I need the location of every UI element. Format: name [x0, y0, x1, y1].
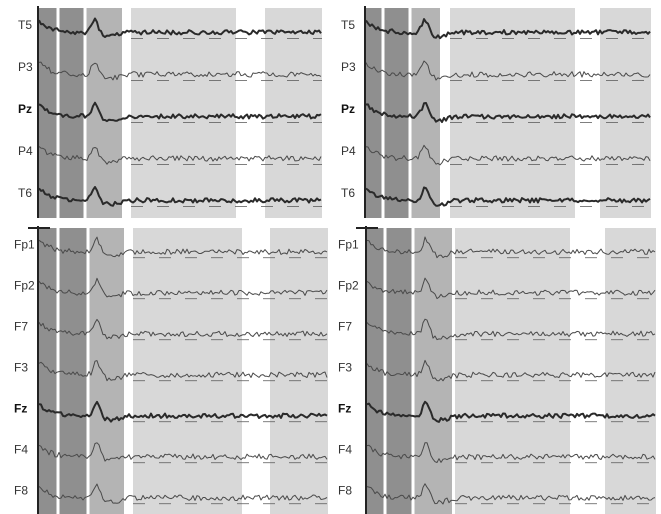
eeg-trace-fp2 [366, 277, 656, 300]
eeg-trace-t6 [365, 186, 651, 207]
band-light [605, 228, 656, 514]
channel-label-f7: F7 [14, 320, 28, 334]
channel-label-f7: F7 [338, 320, 352, 334]
channel-label-p4: P4 [18, 144, 33, 158]
eeg-trace-p4 [365, 144, 651, 166]
channel-label-fp1: Fp1 [338, 238, 359, 252]
channel-label-fz: Fz [14, 402, 27, 416]
eeg-trace-p4 [38, 146, 322, 165]
channel-label-f3: F3 [14, 361, 28, 375]
channel-label-p4: P4 [341, 144, 356, 158]
eeg-trace-t6 [38, 186, 322, 207]
eeg-trace-t5 [38, 17, 322, 38]
eeg-trace-f4 [38, 442, 328, 462]
eeg-trace-pz [38, 101, 322, 123]
eeg-trace-fp1 [38, 236, 328, 258]
channel-label-t6: T6 [341, 186, 355, 200]
band-light [265, 8, 322, 218]
channel-labels: T5 P3 Pz P4 T6 T5 P3 Pz P4 T6 Fp1 Fp2 F7 F3 Fz F4 F8 Fp1 F… [14, 18, 359, 498]
channel-label-t5: T5 [341, 18, 355, 32]
band-dark [383, 8, 410, 218]
baseline-dashes [131, 37, 656, 505]
band-mid [413, 228, 452, 514]
band-mid [88, 228, 124, 514]
band-mid [410, 8, 440, 218]
channel-label-f3: F3 [338, 361, 352, 375]
eeg-trace-f3 [366, 359, 656, 382]
eeg-trace-fz [366, 400, 656, 423]
band-light [450, 8, 575, 218]
eeg-trace-f3 [38, 360, 328, 382]
band-dark [38, 228, 58, 514]
channel-label-fp2: Fp2 [14, 279, 35, 293]
band-light [270, 228, 328, 514]
band-light [131, 8, 236, 218]
band-light [600, 8, 651, 218]
channel-label-p3: P3 [18, 60, 33, 74]
channel-label-t5: T5 [18, 18, 32, 32]
eeg-trace-fz [38, 400, 328, 423]
eeg-trace-p3 [365, 60, 651, 81]
channel-label-pz: Pz [341, 102, 355, 116]
eeg-trace-f4 [366, 442, 656, 463]
eeg-trace-f8 [38, 483, 328, 504]
eeg-trace-pz [365, 102, 651, 124]
band-dark [58, 8, 85, 218]
shaded-bands [38, 8, 656, 514]
band-light [455, 228, 570, 514]
channel-label-f4: F4 [338, 443, 352, 457]
channel-label-t6: T6 [18, 186, 32, 200]
eeg-trace-p3 [38, 61, 322, 81]
band-light [133, 228, 242, 514]
band-dark [385, 228, 413, 514]
channel-label-f8: F8 [14, 484, 28, 498]
eeg-trace-f7 [366, 318, 656, 341]
eeg-trace-fp1 [366, 236, 656, 259]
eeg-traces [38, 17, 656, 505]
eeg-trace-t5 [365, 18, 651, 40]
eeg-trace-fp2 [38, 277, 328, 298]
eeg-trace-f8 [366, 483, 656, 505]
channel-label-p3: P3 [341, 60, 356, 74]
channel-label-f8: F8 [338, 484, 352, 498]
eeg-trace-f7 [38, 318, 328, 340]
panel-axes [28, 6, 378, 514]
channel-label-f4: F4 [14, 443, 28, 457]
channel-label-fp2: Fp2 [338, 279, 359, 293]
channel-label-fp1: Fp1 [14, 238, 35, 252]
channel-label-pz: Pz [18, 102, 32, 116]
band-dark [366, 228, 385, 514]
channel-label-fz: Fz [338, 402, 351, 416]
